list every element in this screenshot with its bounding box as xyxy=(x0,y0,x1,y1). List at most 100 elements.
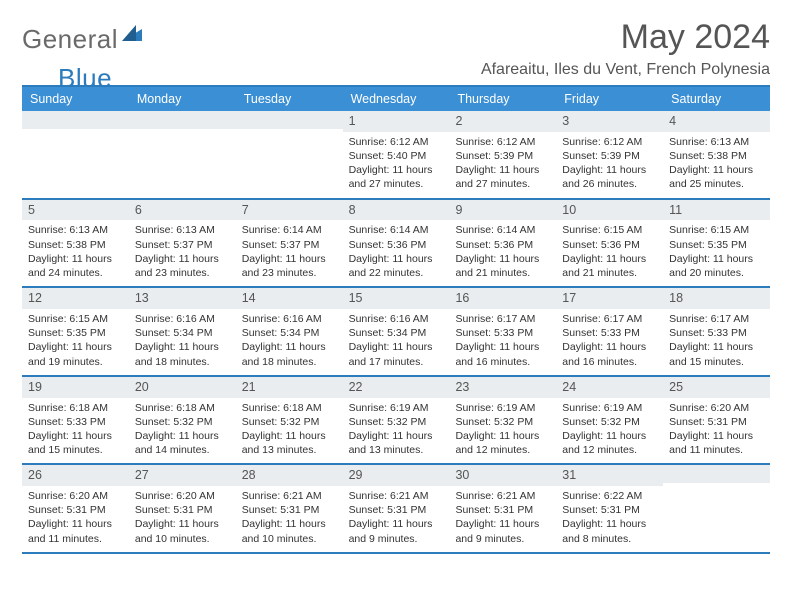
sunset-line: Sunset: 5:31 PM xyxy=(455,503,550,517)
day-cell: 10Sunrise: 6:15 AMSunset: 5:36 PMDayligh… xyxy=(556,200,663,287)
day-number-row: 22 xyxy=(343,377,450,398)
sunrise-line: Sunrise: 6:15 AM xyxy=(669,223,764,237)
day-number: 5 xyxy=(28,203,35,217)
sunrise-line: Sunrise: 6:15 AM xyxy=(562,223,657,237)
day-number-row: 2 xyxy=(449,111,556,132)
day-number: 15 xyxy=(349,291,363,305)
day-number: 16 xyxy=(455,291,469,305)
week-row: 1Sunrise: 6:12 AMSunset: 5:40 PMDaylight… xyxy=(22,111,770,200)
daylight-line: Daylight: 11 hours and 18 minutes. xyxy=(135,340,230,368)
day-number-row-empty xyxy=(129,111,236,129)
day-cell: 4Sunrise: 6:13 AMSunset: 5:38 PMDaylight… xyxy=(663,111,770,198)
day-cell: 24Sunrise: 6:19 AMSunset: 5:32 PMDayligh… xyxy=(556,377,663,464)
day-number-row: 29 xyxy=(343,465,450,486)
day-cell: 6Sunrise: 6:13 AMSunset: 5:37 PMDaylight… xyxy=(129,200,236,287)
day-cell: 9Sunrise: 6:14 AMSunset: 5:36 PMDaylight… xyxy=(449,200,556,287)
day-cell: 8Sunrise: 6:14 AMSunset: 5:36 PMDaylight… xyxy=(343,200,450,287)
dow-friday: Friday xyxy=(556,87,663,111)
day-cell: 12Sunrise: 6:15 AMSunset: 5:35 PMDayligh… xyxy=(22,288,129,375)
sunset-line: Sunset: 5:31 PM xyxy=(562,503,657,517)
daylight-line: Daylight: 11 hours and 13 minutes. xyxy=(349,429,444,457)
day-cell: 7Sunrise: 6:14 AMSunset: 5:37 PMDaylight… xyxy=(236,200,343,287)
day-number: 20 xyxy=(135,380,149,394)
day-cell: 31 Sunrise: 6:22 AMSunset: 5:31 PMDayligh… xyxy=(556,465,663,552)
sunrise-line: Sunrise: 6:12 AM xyxy=(562,135,657,149)
day-cell xyxy=(129,111,236,198)
day-number: 25 xyxy=(669,380,683,394)
day-number: 14 xyxy=(242,291,256,305)
sunrise-line: Sunrise: 6:12 AM xyxy=(455,135,550,149)
day-number-row: 20 xyxy=(129,377,236,398)
day-number: 12 xyxy=(28,291,42,305)
sunrise-line: Sunrise: 6:21 AM xyxy=(242,489,337,503)
sunrise-line: Sunrise: 6:19 AM xyxy=(455,401,550,415)
sunset-line: Sunset: 5:37 PM xyxy=(242,238,337,252)
day-number-row: 28 xyxy=(236,465,343,486)
sunset-line: Sunset: 5:31 PM xyxy=(135,503,230,517)
sunset-line: Sunset: 5:31 PM xyxy=(669,415,764,429)
sunrise-line: Sunrise: 6:15 AM xyxy=(28,312,123,326)
sunset-line: Sunset: 5:35 PM xyxy=(669,238,764,252)
day-number: 21 xyxy=(242,380,256,394)
day-number-row: 31 xyxy=(556,465,663,486)
day-cell: 21Sunrise: 6:18 AMSunset: 5:32 PMDayligh… xyxy=(236,377,343,464)
day-number: 17 xyxy=(562,291,576,305)
day-cell: 27Sunrise: 6:20 AMSunset: 5:31 PMDayligh… xyxy=(129,465,236,552)
sunrise-line: Sunrise: 6:17 AM xyxy=(455,312,550,326)
logo: General xyxy=(22,18,144,55)
day-number: 2 xyxy=(455,114,462,128)
day-number-row: 14 xyxy=(236,288,343,309)
day-number-row: 3 xyxy=(556,111,663,132)
sunset-line: Sunset: 5:36 PM xyxy=(349,238,444,252)
daylight-line: Daylight: 11 hours and 10 minutes. xyxy=(242,517,337,545)
daylight-line: Daylight: 11 hours and 20 minutes. xyxy=(669,252,764,280)
month-title: May 2024 xyxy=(481,18,770,57)
day-cell: 14Sunrise: 6:16 AMSunset: 5:34 PMDayligh… xyxy=(236,288,343,375)
sunrise-line: Sunrise: 6:20 AM xyxy=(28,489,123,503)
daylight-line: Daylight: 11 hours and 8 minutes. xyxy=(562,517,657,545)
day-number: 22 xyxy=(349,380,363,394)
day-number-row-empty xyxy=(236,111,343,129)
day-number-row: 15 xyxy=(343,288,450,309)
title-block: May 2024 Afareaitu, Iles du Vent, French… xyxy=(481,18,770,79)
day-number: 3 xyxy=(562,114,569,128)
day-cell: 20Sunrise: 6:18 AMSunset: 5:32 PMDayligh… xyxy=(129,377,236,464)
dow-thursday: Thursday xyxy=(449,87,556,111)
dow-tuesday: Tuesday xyxy=(236,87,343,111)
sunrise-line: Sunrise: 6:13 AM xyxy=(28,223,123,237)
day-number: 26 xyxy=(28,468,42,482)
sunrise-line: Sunrise: 6:19 AM xyxy=(349,401,444,415)
daylight-line: Daylight: 11 hours and 22 minutes. xyxy=(349,252,444,280)
daylight-line: Daylight: 11 hours and 11 minutes. xyxy=(28,517,123,545)
sunset-line: Sunset: 5:34 PM xyxy=(135,326,230,340)
sunset-line: Sunset: 5:34 PM xyxy=(242,326,337,340)
sunrise-line: Sunrise: 6:12 AM xyxy=(349,135,444,149)
day-number-row: 19 xyxy=(22,377,129,398)
daylight-line: Daylight: 11 hours and 12 minutes. xyxy=(455,429,550,457)
day-cell: 19Sunrise: 6:18 AMSunset: 5:33 PMDayligh… xyxy=(22,377,129,464)
sunset-line: Sunset: 5:32 PM xyxy=(349,415,444,429)
day-number: 27 xyxy=(135,468,149,482)
day-number: 1 xyxy=(349,114,356,128)
sunset-line: Sunset: 5:32 PM xyxy=(562,415,657,429)
day-number-row-empty xyxy=(22,111,129,129)
day-number: 23 xyxy=(455,380,469,394)
daylight-line: Daylight: 11 hours and 16 minutes. xyxy=(562,340,657,368)
day-cell: 13Sunrise: 6:16 AMSunset: 5:34 PMDayligh… xyxy=(129,288,236,375)
sunset-line: Sunset: 5:34 PM xyxy=(349,326,444,340)
day-number-row: 25 xyxy=(663,377,770,398)
day-number: 10 xyxy=(562,203,576,217)
sunset-line: Sunset: 5:38 PM xyxy=(669,149,764,163)
day-number: 18 xyxy=(669,291,683,305)
day-number: 7 xyxy=(242,203,249,217)
daylight-line: Daylight: 11 hours and 9 minutes. xyxy=(349,517,444,545)
daylight-line: Daylight: 11 hours and 12 minutes. xyxy=(562,429,657,457)
day-number-row: 16 xyxy=(449,288,556,309)
sunrise-line: Sunrise: 6:20 AM xyxy=(135,489,230,503)
day-number-row: 30 xyxy=(449,465,556,486)
sunrise-line: Sunrise: 6:22 AM xyxy=(562,489,657,503)
daylight-line: Daylight: 11 hours and 27 minutes. xyxy=(455,163,550,191)
sunrise-line: Sunrise: 6:13 AM xyxy=(135,223,230,237)
day-cell: 5Sunrise: 6:13 AMSunset: 5:38 PMDaylight… xyxy=(22,200,129,287)
day-number-row: 12 xyxy=(22,288,129,309)
